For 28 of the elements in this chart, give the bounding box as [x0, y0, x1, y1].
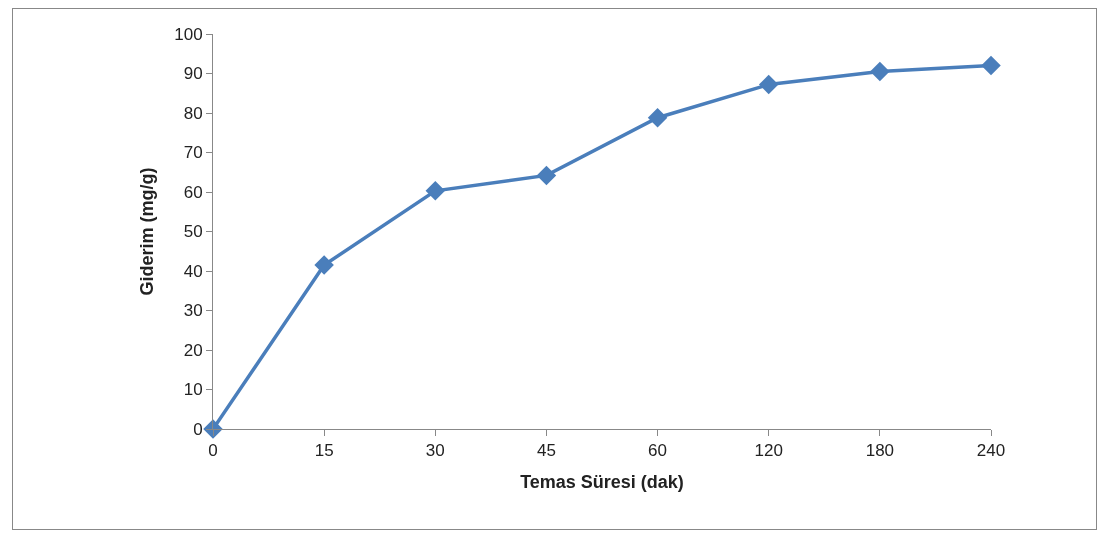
y-tick-label: 0 — [193, 419, 203, 439]
y-tick-label: 20 — [183, 340, 203, 360]
x-tick-label: 15 — [314, 441, 334, 461]
point — [425, 181, 446, 201]
y-tick-label: 90 — [183, 64, 203, 84]
y-tick-label: 60 — [183, 182, 203, 202]
x-tick-label: 45 — [536, 441, 556, 461]
point — [536, 165, 557, 186]
point — [981, 55, 1001, 76]
x-tick-label: 30 — [425, 441, 445, 461]
x-tick-label: 180 — [865, 441, 895, 461]
point — [758, 74, 779, 95]
x-tick-label: 240 — [976, 441, 1006, 461]
y-tick-label: 70 — [183, 143, 203, 163]
y-tick-label: 10 — [183, 380, 203, 400]
y-axis-title: Giderim (mg/g) — [137, 167, 158, 296]
x-axis-title: Temas Süresi (dak) — [520, 471, 684, 492]
y-tick-label: 80 — [183, 103, 203, 123]
point — [870, 61, 890, 82]
x-tick-label: 0 — [208, 441, 218, 461]
y-tick-label: 30 — [183, 301, 203, 321]
x-tick-label: 120 — [754, 441, 783, 461]
point — [314, 255, 334, 275]
y-tick-label: 40 — [183, 261, 203, 281]
y-tick-label: 50 — [183, 222, 203, 242]
y-tick-label: 100 — [174, 24, 203, 44]
x-tick-label: 60 — [648, 441, 668, 461]
point — [647, 107, 668, 128]
